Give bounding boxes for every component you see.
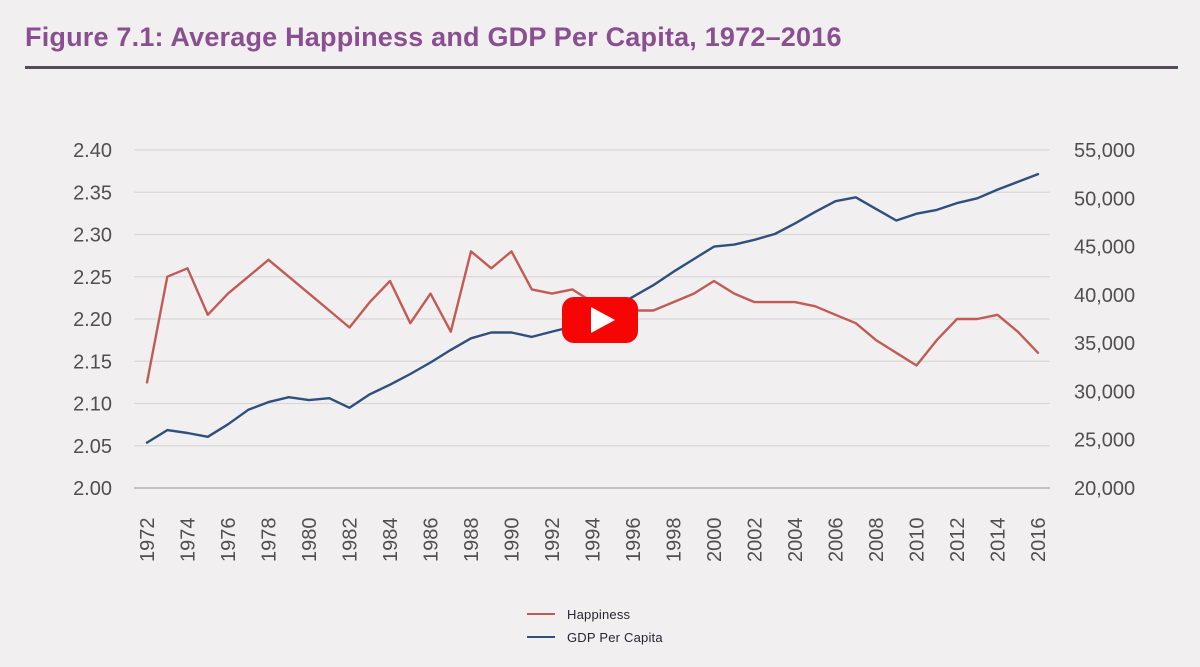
legend-label-happiness: Happiness [567, 606, 631, 622]
svg-text:45,000: 45,000 [1074, 237, 1135, 259]
svg-text:2000: 2000 [704, 518, 726, 563]
legend-item-happiness: Happiness [527, 606, 630, 622]
svg-text:1978: 1978 [259, 518, 281, 563]
svg-text:2.40: 2.40 [73, 140, 112, 162]
gdp-line-swatch [527, 636, 555, 638]
play-icon [591, 307, 615, 333]
svg-text:1994: 1994 [583, 518, 605, 563]
svg-text:1986: 1986 [421, 518, 443, 563]
svg-text:25,000: 25,000 [1074, 430, 1135, 452]
happiness-line-swatch [527, 613, 555, 615]
title-divider [25, 66, 1178, 69]
svg-text:1996: 1996 [623, 518, 645, 563]
left-axis-labels: 2.40 2.35 2.30 2.25 2.20 2.15 2.10 2.05 2.00 [73, 140, 112, 500]
right-axis-labels: 55,000 50,000 45,000 40,000 35,000 30,000 25,0… [1074, 140, 1135, 500]
svg-text:1984: 1984 [380, 518, 402, 563]
svg-text:2.20: 2.20 [73, 309, 112, 331]
svg-text:2.15: 2.15 [73, 351, 112, 373]
svg-text:2.25: 2.25 [73, 267, 112, 289]
svg-text:1992: 1992 [542, 518, 564, 563]
svg-text:1976: 1976 [218, 518, 240, 563]
figure-title: Figure 7.1: Average Happiness and GDP Pe… [25, 22, 842, 52]
svg-text:2.30: 2.30 [73, 225, 112, 247]
svg-text:35,000: 35,000 [1074, 333, 1135, 355]
svg-text:2014: 2014 [988, 518, 1010, 563]
x-axis-labels: 1972 1974 1976 1978 1980 1982 1984 1986 1988 1990… [137, 518, 1050, 563]
svg-text:1972: 1972 [137, 518, 159, 563]
legend-item-gdp: GDP Per Capita [527, 629, 663, 645]
youtube-play-button[interactable] [562, 297, 638, 343]
gridlines [134, 149, 1050, 489]
svg-text:2008: 2008 [866, 518, 888, 563]
svg-text:55,000: 55,000 [1074, 140, 1135, 162]
svg-text:1982: 1982 [340, 518, 362, 563]
svg-text:2002: 2002 [745, 518, 767, 563]
svg-text:2012: 2012 [947, 518, 969, 563]
svg-text:30,000: 30,000 [1074, 381, 1135, 403]
svg-text:20,000: 20,000 [1074, 478, 1135, 500]
svg-text:50,000: 50,000 [1074, 188, 1135, 210]
chart-legend: Happiness GDP Per Capita [527, 606, 663, 645]
svg-text:1974: 1974 [178, 518, 200, 563]
svg-text:1980: 1980 [299, 518, 321, 563]
legend-label-gdp: GDP Per Capita [567, 629, 663, 645]
svg-text:2004: 2004 [785, 518, 807, 563]
svg-text:2.10: 2.10 [73, 394, 112, 416]
svg-text:2006: 2006 [826, 518, 848, 563]
svg-text:2.35: 2.35 [73, 182, 112, 204]
svg-text:2.05: 2.05 [73, 436, 112, 458]
svg-text:1990: 1990 [502, 518, 524, 563]
svg-text:2.00: 2.00 [73, 478, 112, 500]
svg-text:2010: 2010 [907, 518, 929, 563]
svg-text:1998: 1998 [664, 518, 686, 563]
svg-text:2016: 2016 [1028, 518, 1050, 563]
svg-text:1988: 1988 [461, 518, 483, 563]
svg-text:40,000: 40,000 [1074, 285, 1135, 307]
